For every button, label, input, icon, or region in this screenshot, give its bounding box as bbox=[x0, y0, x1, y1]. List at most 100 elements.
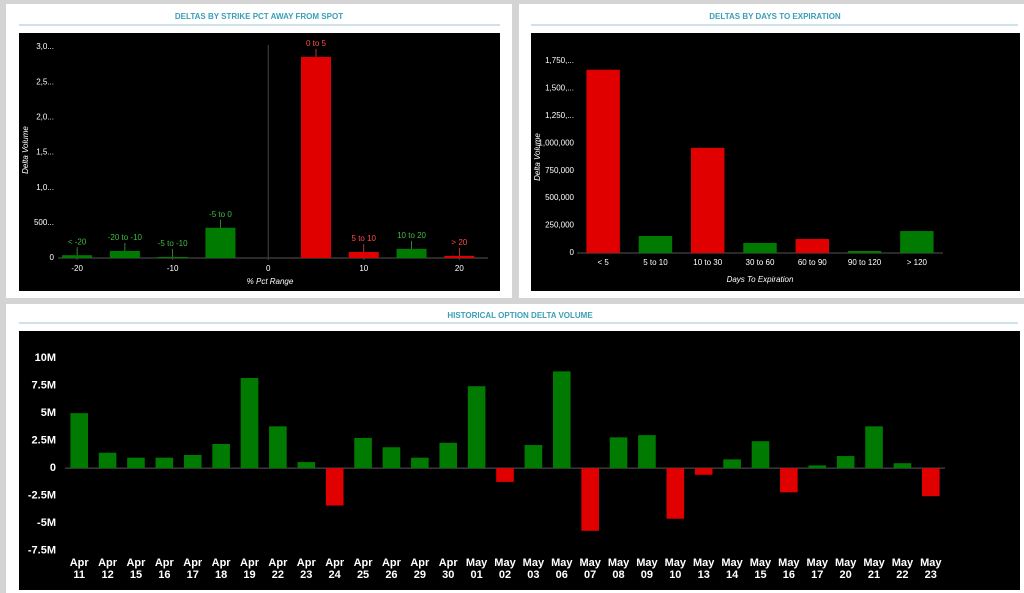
x-tick-label: Apr 15 bbox=[126, 557, 146, 581]
x-tick-label: May 17 bbox=[806, 557, 828, 581]
y-tick-label: 500,000 bbox=[545, 193, 574, 202]
y-tick-label: 0 bbox=[570, 248, 575, 257]
bar bbox=[269, 426, 287, 469]
bar bbox=[723, 459, 741, 469]
x-tick-label: Apr 12 bbox=[98, 557, 118, 581]
bar bbox=[183, 454, 202, 469]
y-tick-label: -5M bbox=[37, 517, 56, 529]
y-tick-label: 3,0... bbox=[36, 42, 54, 51]
y-tick-label: 1,750,... bbox=[545, 56, 574, 65]
x-tick-label: 0 bbox=[266, 264, 271, 273]
x-tick-label: 60 to 90 bbox=[798, 258, 827, 267]
data-label: < -20 bbox=[68, 237, 87, 246]
data-label: 5 to 10 bbox=[352, 234, 377, 243]
x-tick-label: Apr 22 bbox=[268, 557, 288, 581]
bar bbox=[496, 468, 514, 482]
x-tick-label: 90 to 120 bbox=[848, 258, 882, 267]
x-tick-label: May 22 bbox=[891, 557, 914, 581]
data-label: -5 to 0 bbox=[209, 210, 232, 219]
x-tick-label: Apr 25 bbox=[353, 557, 373, 581]
x-tick-label: Apr 23 bbox=[296, 557, 316, 581]
bar bbox=[155, 457, 174, 469]
data-label: 0 to 5 bbox=[306, 39, 327, 48]
x-tick-label: May 16 bbox=[778, 557, 800, 581]
bar bbox=[325, 468, 344, 506]
x-tick-label: May 10 bbox=[664, 557, 687, 581]
y-tick-label: 1,0... bbox=[36, 183, 54, 192]
x-tick-label: > 120 bbox=[907, 258, 928, 267]
bar bbox=[109, 250, 140, 258]
y-tick-label: 2,5... bbox=[36, 77, 54, 86]
bar bbox=[609, 437, 628, 469]
bar bbox=[694, 468, 713, 475]
bar bbox=[439, 442, 458, 469]
x-tick-label: May 07 bbox=[579, 557, 601, 581]
x-tick-label: Apr 11 bbox=[69, 557, 89, 581]
y-tick-label: 10M bbox=[35, 352, 56, 364]
chart-title: DELTAS BY DAYS TO EXPIRATION bbox=[709, 12, 841, 21]
bar bbox=[743, 243, 777, 253]
bar bbox=[396, 248, 427, 258]
y-tick-label: -7.5M bbox=[28, 545, 56, 557]
chart-title: HISTORICAL OPTION DELTA VOLUME bbox=[447, 311, 593, 320]
bar bbox=[900, 231, 934, 253]
bar bbox=[666, 468, 685, 519]
y-tick-label: 500... bbox=[34, 218, 54, 227]
bar bbox=[467, 386, 486, 469]
bar bbox=[751, 441, 770, 469]
bar bbox=[205, 227, 236, 258]
y-tick-label: 1,5... bbox=[36, 148, 54, 157]
x-tick-label: 5 to 10 bbox=[643, 258, 668, 267]
bar bbox=[638, 435, 656, 469]
x-tick-label: Apr 18 bbox=[211, 557, 231, 581]
x-tick-label: 30 to 60 bbox=[746, 258, 775, 267]
bar bbox=[581, 468, 599, 531]
y-axis-title: Delta Volume bbox=[533, 133, 542, 181]
y-tick-label: 2.5M bbox=[32, 435, 56, 447]
y-axis-title: Delta Volume bbox=[21, 126, 30, 174]
x-tick-label: May 23 bbox=[920, 557, 942, 581]
bar bbox=[795, 238, 830, 253]
x-tick-label: Apr 19 bbox=[240, 557, 259, 581]
bar bbox=[865, 426, 883, 469]
x-tick-label: May 15 bbox=[749, 557, 772, 581]
data-label: 10 to 20 bbox=[397, 231, 426, 240]
bar bbox=[348, 252, 379, 258]
x-tick-label: Apr 17 bbox=[183, 557, 203, 581]
x-tick-label: May 13 bbox=[693, 557, 715, 581]
bar bbox=[240, 377, 259, 469]
x-tick-label: May 09 bbox=[636, 557, 658, 581]
x-tick-label: 10 to 30 bbox=[693, 258, 722, 267]
bar bbox=[690, 147, 725, 253]
x-tick-label: -20 bbox=[71, 264, 83, 273]
plot-area bbox=[19, 33, 500, 291]
bar bbox=[301, 56, 331, 259]
y-tick-label: 1,500,... bbox=[545, 84, 574, 93]
bar bbox=[157, 256, 188, 258]
y-tick-label: 5M bbox=[41, 407, 56, 419]
bar bbox=[808, 465, 827, 469]
bar bbox=[780, 468, 798, 493]
bar bbox=[638, 235, 673, 253]
y-tick-label: 1,000,000 bbox=[538, 138, 574, 147]
x-tick-label: Apr 30 bbox=[438, 557, 458, 581]
bar bbox=[127, 457, 145, 469]
bar bbox=[411, 457, 429, 469]
y-tick-label: 750,000 bbox=[545, 166, 574, 175]
bar bbox=[524, 445, 543, 469]
x-axis-title: % Pct Range bbox=[247, 277, 294, 286]
x-tick-label: May 20 bbox=[834, 557, 857, 581]
data-label: > 20 bbox=[451, 238, 467, 247]
bar bbox=[70, 413, 88, 469]
x-tick-label: May 06 bbox=[551, 557, 573, 581]
x-axis-title: Days To Expiration bbox=[727, 275, 794, 284]
bar bbox=[354, 437, 372, 469]
y-tick-label: 250,000 bbox=[545, 221, 574, 230]
y-tick-label: 2,0... bbox=[36, 112, 54, 121]
bar bbox=[552, 371, 571, 469]
bar bbox=[297, 462, 316, 469]
x-tick-label: 20 bbox=[455, 264, 464, 273]
y-tick-label: 0 bbox=[50, 253, 55, 262]
x-tick-label: Apr 24 bbox=[325, 557, 345, 581]
